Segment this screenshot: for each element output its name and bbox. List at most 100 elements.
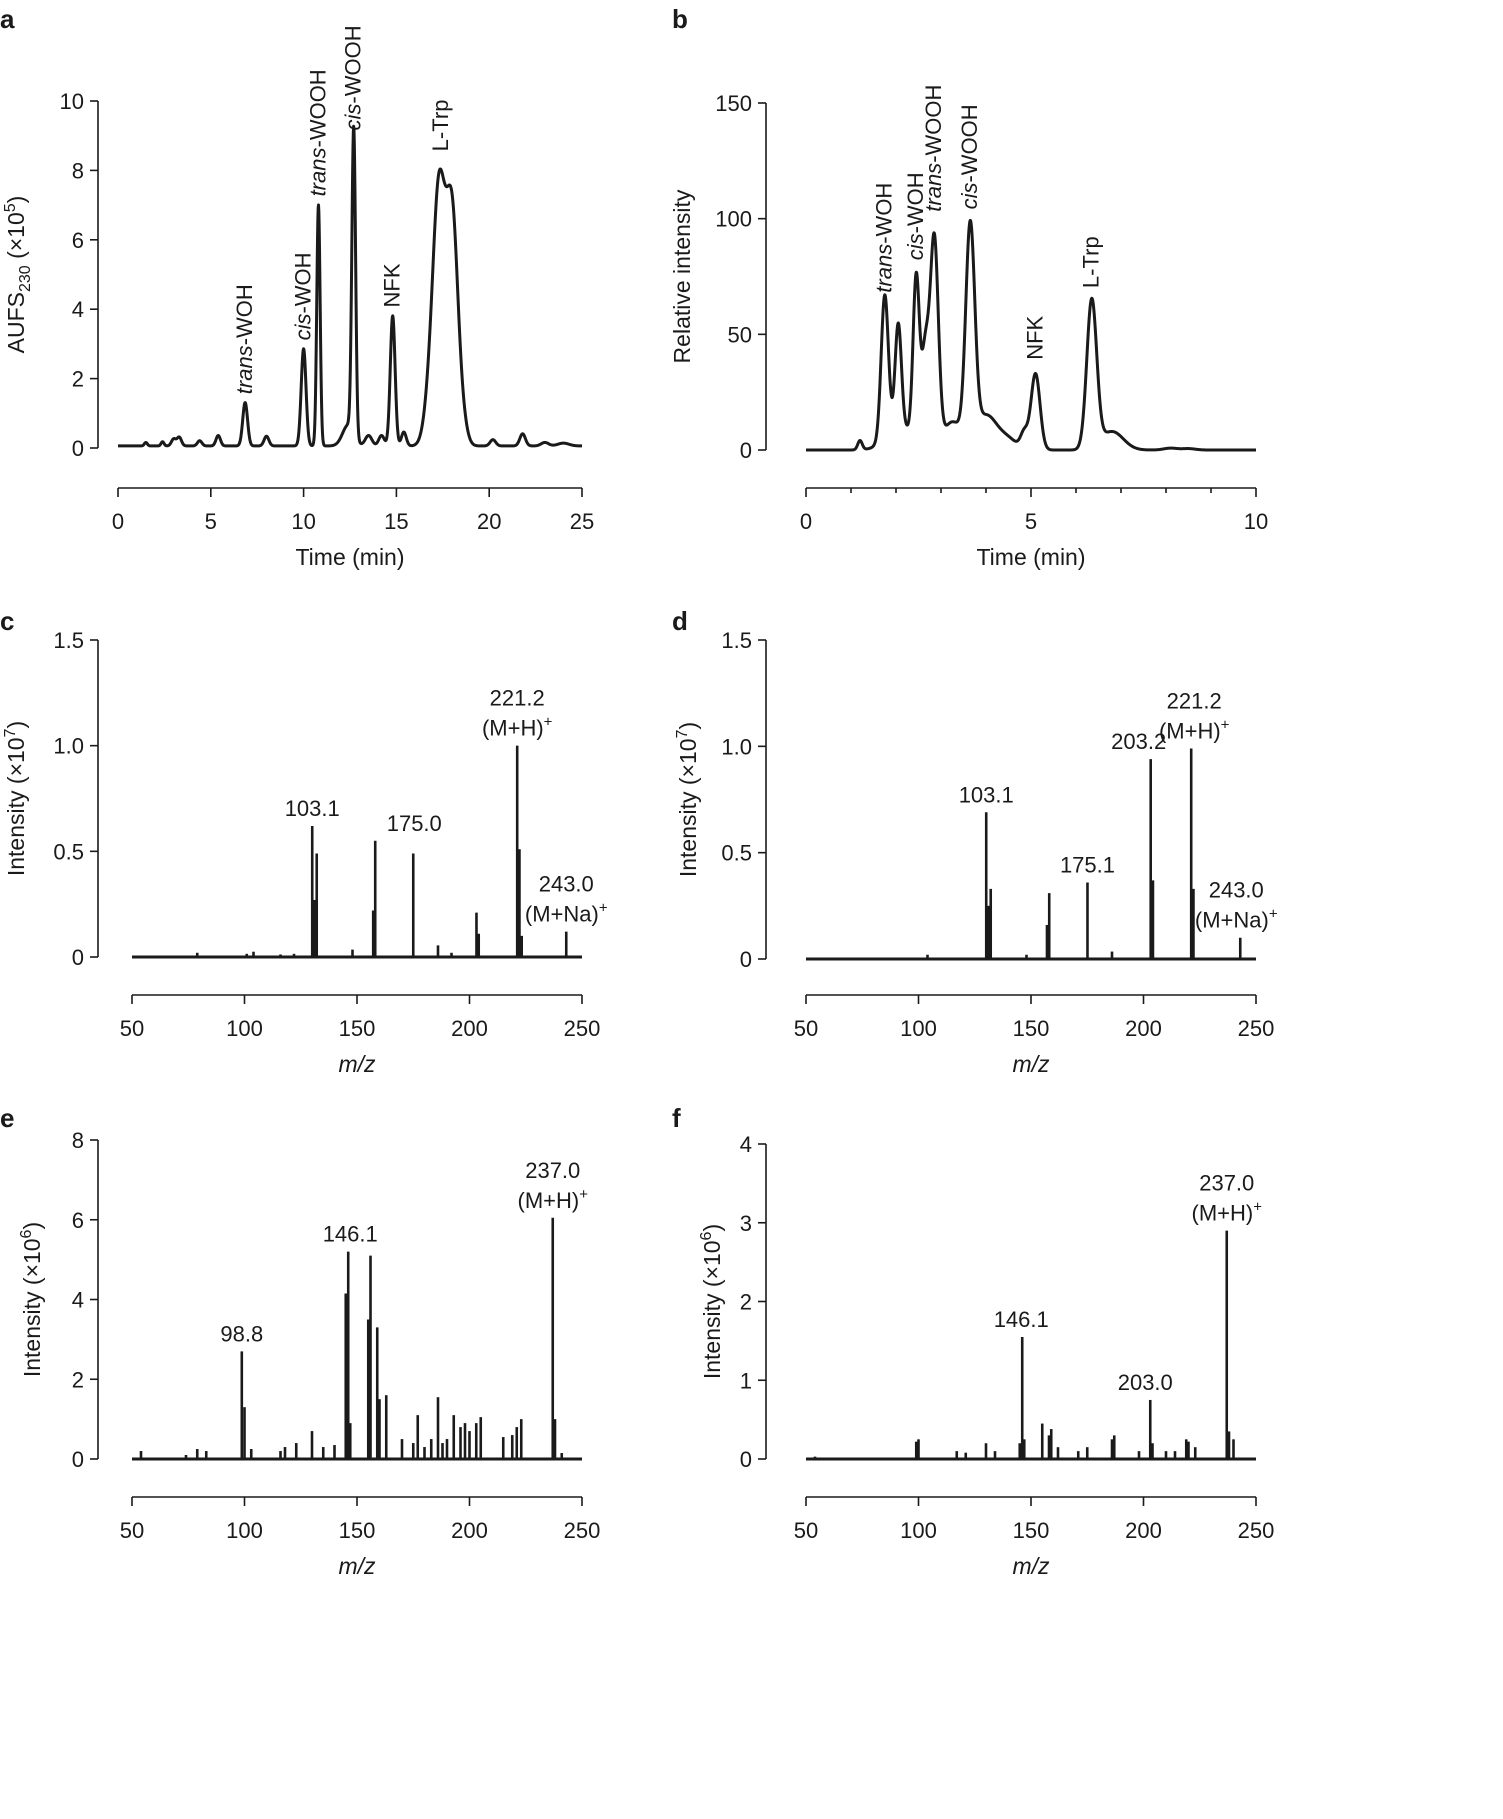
y-tick-label: 0.5	[53, 839, 84, 864]
peak-label: 146.1	[323, 1222, 378, 1247]
x-tick-label: 150	[339, 1518, 376, 1543]
y-label-part: )	[675, 722, 701, 730]
peak-label-italic: trans	[232, 345, 257, 394]
peak-label-superscript: +	[1269, 906, 1278, 923]
peak-label: cis-WOH	[291, 252, 316, 340]
y-tick-label: 6	[72, 1208, 84, 1233]
peak-label: 237.0	[1199, 1171, 1254, 1196]
peak-label: 103.1	[285, 796, 340, 821]
peak-label: 203.2	[1111, 729, 1166, 754]
peak-label: 175.1	[1060, 852, 1115, 877]
peak-label: 98.8	[220, 1321, 263, 1346]
y-tick-label: 6	[72, 228, 84, 253]
y-label-superscript: 7	[2, 728, 19, 737]
peak-label-superscript: +	[544, 714, 553, 731]
x-tick-label: 25	[570, 509, 594, 534]
y-axis-label: Intensity (×106)	[698, 1224, 725, 1379]
y-tick-label: 1.5	[721, 628, 752, 653]
x-tick-label: 250	[564, 1518, 601, 1543]
peak-label: 221.2	[1167, 688, 1222, 713]
panel-letter: c	[0, 606, 14, 636]
x-tick-label: 50	[120, 1016, 144, 1041]
y-label-main: Intensity (×10	[19, 1238, 45, 1377]
y-tick-label: 2	[72, 1367, 84, 1392]
y-label-part: )	[3, 196, 29, 204]
peak-label-text: (M+H)	[482, 716, 544, 741]
x-tick-label: 15	[384, 509, 408, 534]
x-tick-label: 100	[900, 1016, 937, 1041]
x-tick-label: 150	[339, 1016, 376, 1041]
peak-label: NFK	[1023, 315, 1048, 359]
y-tick-label: 0	[72, 1447, 84, 1472]
peak-label: 243.0	[539, 872, 594, 897]
peak-label: trans-WOOH	[921, 85, 946, 212]
peak-label-text: -WOH	[872, 183, 897, 244]
y-axis-label: AUFS230 (×105)	[2, 196, 34, 354]
x-tick-label: 0	[112, 509, 124, 534]
peak-label: (M+H)+	[1192, 1199, 1263, 1226]
peak-label: 221.2	[490, 686, 545, 711]
y-tick-label: 0	[740, 947, 752, 972]
x-tick-label: 250	[564, 1016, 601, 1041]
y-axis-label: Intensity (×106)	[18, 1222, 45, 1377]
peak-label-italic: trans	[921, 163, 946, 212]
y-tick-label: 0	[72, 945, 84, 970]
panel-a: a 0 2 4 6 8 10 0 5 10 15 20 25 Time (min) AUFS230 (×10…	[0, 4, 594, 570]
x-tick-label: 250	[1238, 1518, 1275, 1543]
peak-label: 146.1	[994, 1307, 1049, 1332]
x-tick-label: 100	[226, 1016, 263, 1041]
x-axis-label: m/z	[1012, 1553, 1050, 1579]
panel-letter: a	[0, 4, 15, 34]
y-tick-label: 0	[740, 438, 752, 463]
x-tick-label: 5	[205, 509, 217, 534]
x-tick-label: 200	[451, 1016, 488, 1041]
x-tick-label: 5	[1025, 509, 1037, 534]
panel-letter: e	[0, 1103, 14, 1133]
y-label-main: AUFS	[3, 292, 29, 353]
y-label-part: )	[3, 721, 29, 729]
y-label-superscript: 5	[2, 203, 19, 212]
peak-label-text: -WOH	[232, 284, 257, 345]
y-tick-label: 1.0	[53, 734, 84, 759]
peak-label-italic: cis	[341, 104, 366, 131]
peak-label: (M+H)+	[518, 1186, 589, 1213]
peak-label-text: -WOOH	[957, 104, 982, 182]
peak-label: trans-WOH	[232, 284, 257, 394]
y-tick-label: 1.0	[721, 734, 752, 759]
peak-label-text: (M+Na)	[525, 902, 599, 927]
peak-label: 237.0	[525, 1158, 580, 1183]
chromatogram-trace	[116, 124, 584, 448]
peak-label: NFK	[380, 263, 405, 307]
peak-label-text: (M+H)	[518, 1188, 580, 1213]
x-tick-label: 0	[800, 509, 812, 534]
y-tick-label: 2	[740, 1290, 752, 1315]
y-axis-label: Intensity (×107)	[674, 722, 701, 877]
y-axis-label: Intensity (×107)	[2, 721, 29, 876]
peak-label: 203.0	[1118, 1370, 1173, 1395]
peak-label: (M+Na)+	[525, 900, 608, 927]
peak-label: (M+H)+	[1159, 716, 1230, 743]
peak-label: trans-WOOH	[305, 69, 330, 196]
y-tick-label: 0	[72, 436, 84, 461]
peak-label: 243.0	[1209, 878, 1264, 903]
x-tick-label: 200	[1125, 1518, 1162, 1543]
panel-b: b 0 50 100 150 0 5 10 Time (min) Relative intensi…	[669, 4, 1268, 570]
y-tick-label: 8	[72, 1128, 84, 1153]
x-tick-label: 10	[1244, 509, 1268, 534]
y-tick-label: 10	[60, 89, 84, 114]
peak-label-text: -WOOH	[921, 85, 946, 163]
peak-label-superscript: +	[599, 900, 608, 917]
y-tick-label: 8	[72, 158, 84, 183]
y-label-superscript: 6	[18, 1229, 35, 1238]
y-tick-label: 1	[740, 1368, 752, 1393]
panel-c: c 0 0.5 1.0 1.5 50 100 150 200 250 m/z Intensity (×…	[0, 606, 608, 1077]
y-label-superscript: 7	[674, 729, 691, 738]
peak-label-text: -WOH	[291, 252, 316, 313]
peak-label: L-Trp	[1079, 236, 1104, 288]
y-tick-label: 0.5	[721, 841, 752, 866]
peak-label: cis-WOH	[903, 172, 928, 260]
peak-label: trans-WOH	[872, 183, 897, 293]
panel-f: f 0 1 2 3 4 50 100 150 200 250 m/z Intensity (×106) 1…	[672, 1103, 1274, 1579]
x-tick-label: 50	[120, 1518, 144, 1543]
x-tick-label: 100	[900, 1518, 937, 1543]
